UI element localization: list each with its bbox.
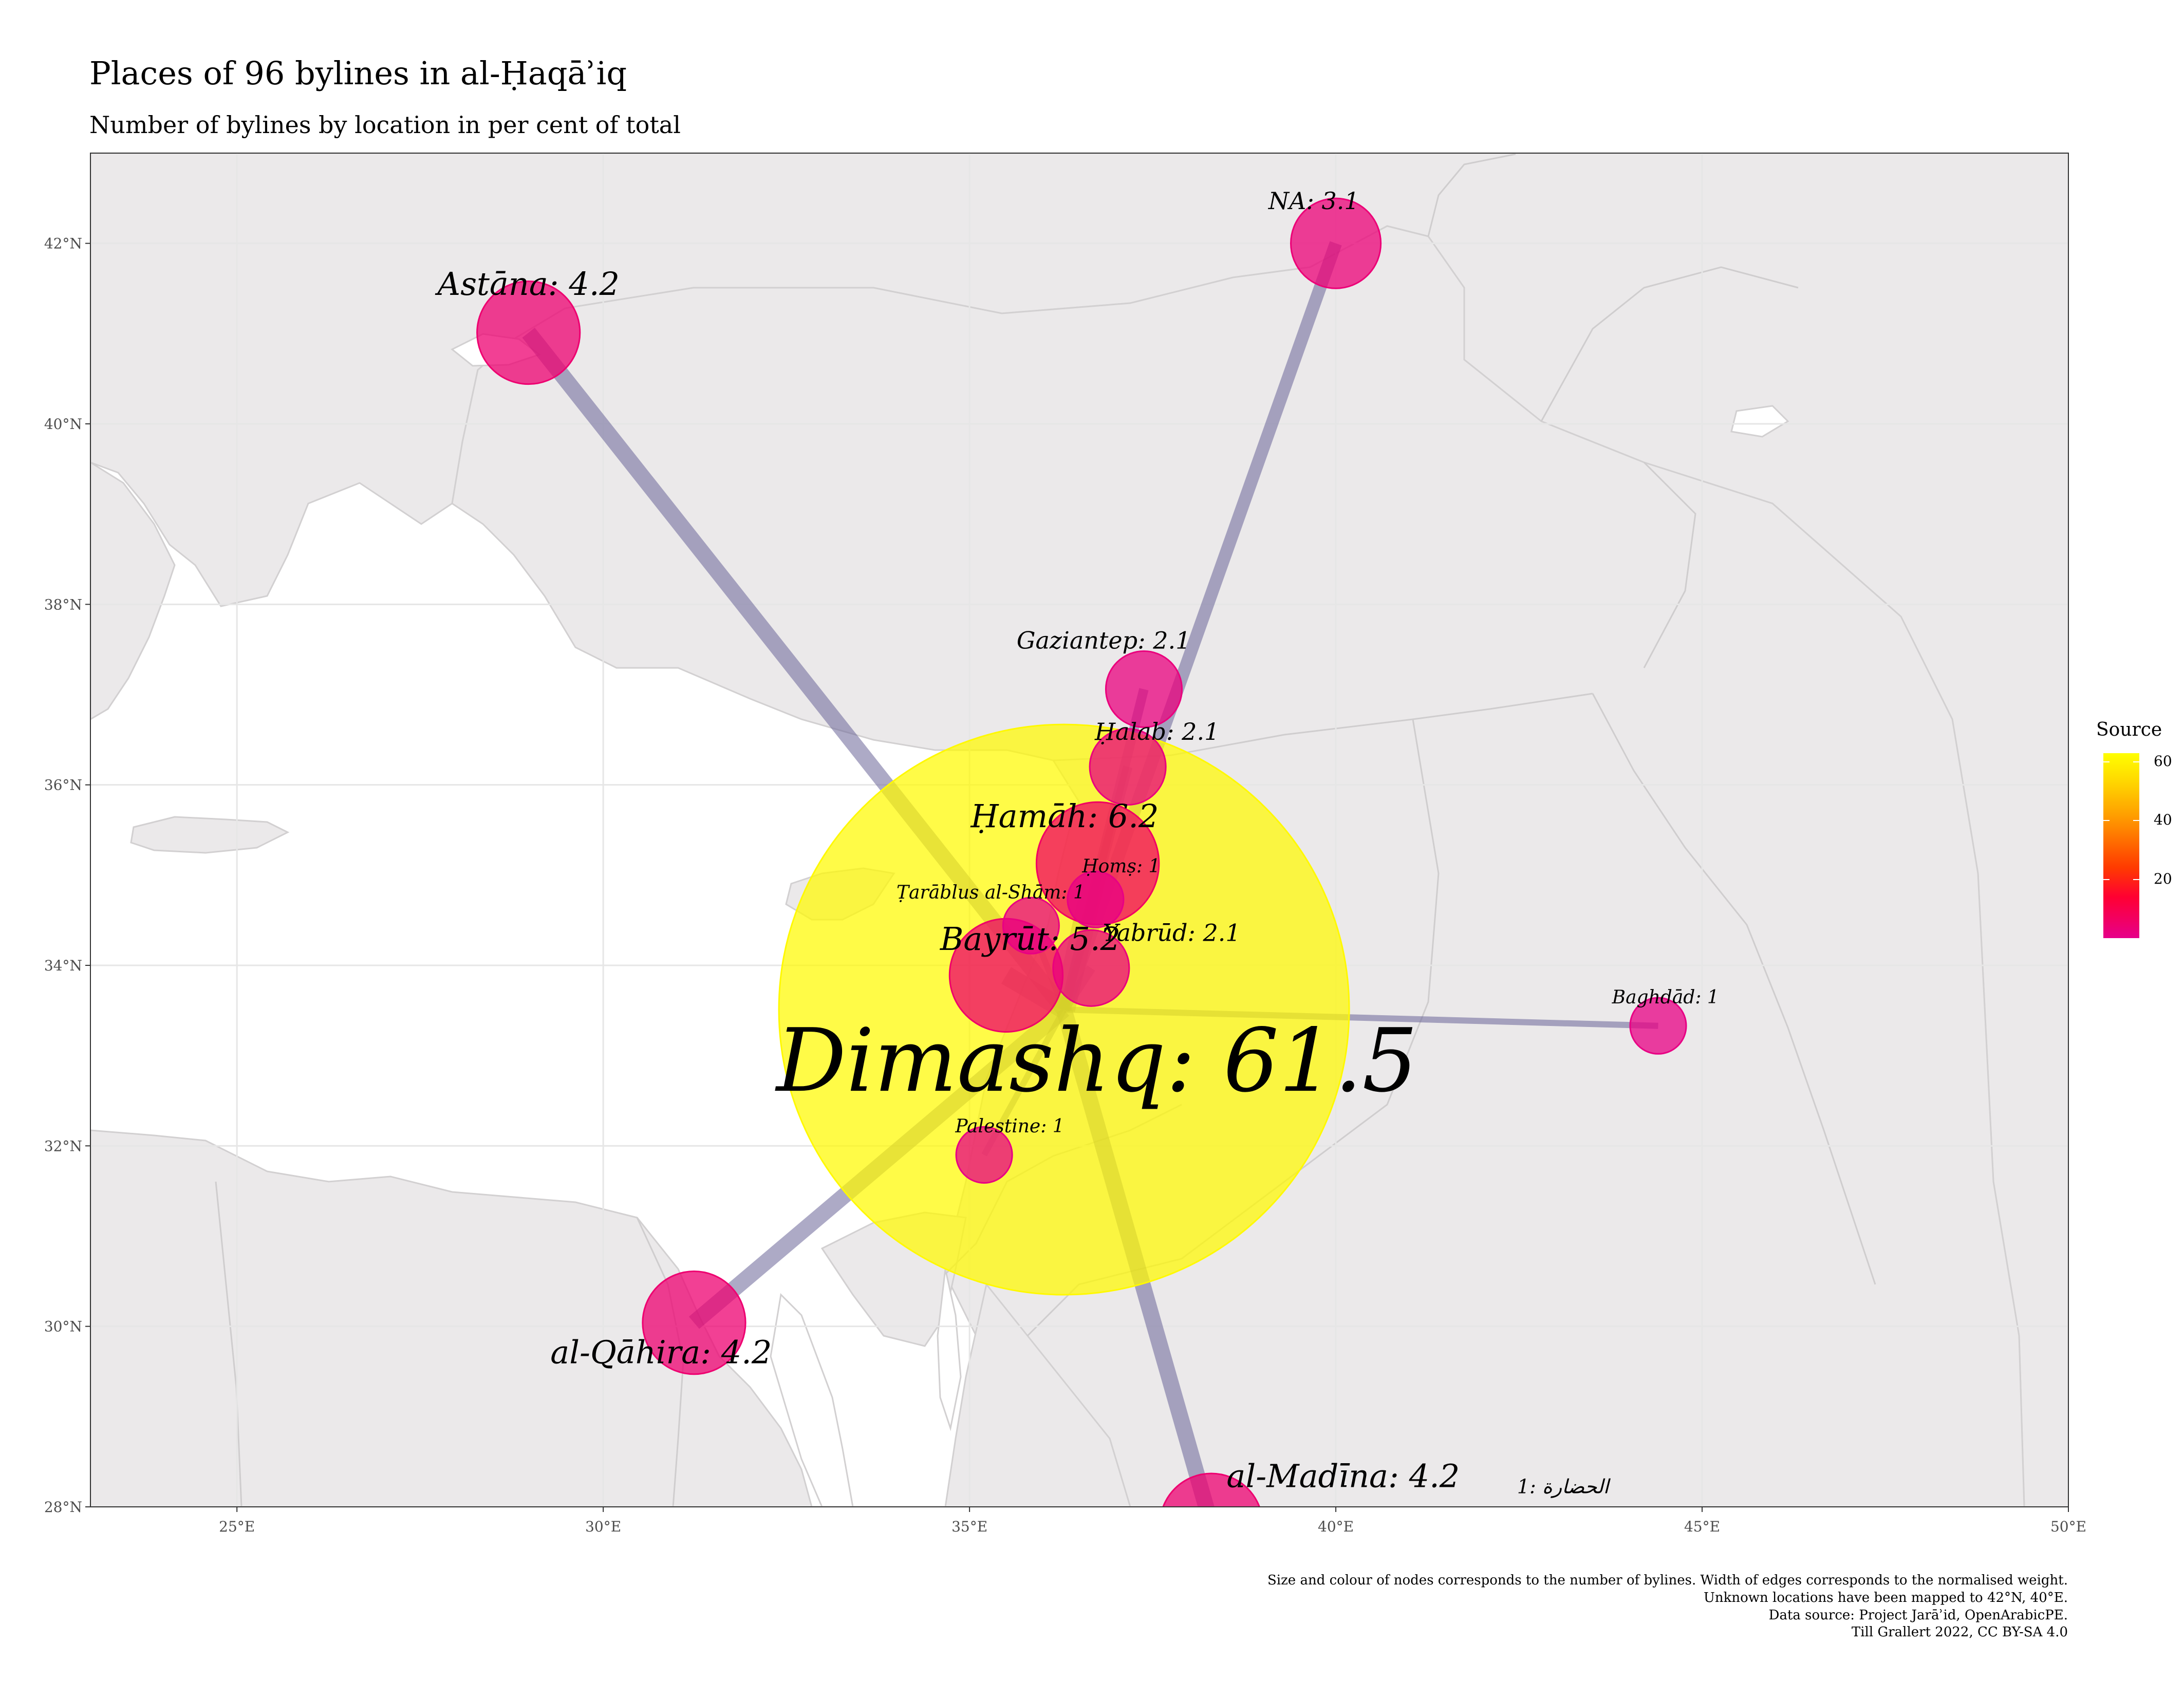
red-sea-gulf <box>770 1293 854 1507</box>
y-tick-label: 36°N <box>44 777 82 794</box>
x-tick-label: 40°E <box>1318 1518 1354 1535</box>
land-greece-balkans-south <box>90 461 176 720</box>
node-label: Ṭarāblus al-Shām: 1 <box>897 882 1085 903</box>
network-nodes <box>476 197 1687 1507</box>
caption-line: Till Grallert 2022, CC BY-SA 4.0 <box>1851 1625 2068 1640</box>
node-label: al-Madīna: 4.2 <box>1226 1457 1460 1495</box>
caption-line: Unknown locations have been mapped to 42… <box>1703 1590 2068 1605</box>
legend-colorbar <box>2103 753 2139 938</box>
land-arabia <box>944 1282 1131 1507</box>
node-label: Dimashq: 61.5 <box>775 1010 1418 1112</box>
land-crete <box>130 816 290 854</box>
x-tick-label: 50°E <box>2050 1518 2086 1535</box>
gulf-of-aqaba <box>937 1268 962 1431</box>
y-tick-label: 40°N <box>44 416 82 433</box>
y-tick-label: 32°N <box>44 1137 82 1154</box>
node-label: NA: 3.1 <box>1268 187 1359 215</box>
figure-caption: Size and colour of nodes corresponds to … <box>1267 1572 2068 1641</box>
x-tick-label: 30°E <box>585 1518 621 1535</box>
chart-title: Places of 96 bylines in al-Ḥaqāʾiq <box>89 54 627 92</box>
node-point <box>1105 650 1183 729</box>
caption-line: Data source: Project Jarāʾid, OpenArabic… <box>1768 1607 2068 1623</box>
extra-label: الحضارة :1 <box>1517 1476 1611 1499</box>
node-point <box>955 1126 1013 1184</box>
caption-line: Size and colour of nodes corresponds to … <box>1267 1573 2068 1588</box>
y-tick-label: 38°N <box>44 596 82 613</box>
map-panel-border <box>90 153 2069 1507</box>
legend-tick-label: 20 <box>2154 870 2172 887</box>
node-label: Astāna: 4.2 <box>435 265 620 303</box>
node-point <box>1290 197 1382 289</box>
node-point <box>642 1271 746 1375</box>
y-tick-label: 34°N <box>44 957 82 974</box>
legend-tick-label: 40 <box>2154 811 2172 829</box>
node-point <box>1162 1472 1260 1507</box>
chart-subtitle: Number of bylines by location in per cen… <box>89 111 681 139</box>
x-tick-label: 35°E <box>951 1518 987 1535</box>
node-label: Bayrūt: 5.2 <box>940 920 1121 958</box>
x-tick-label: 25°E <box>219 1518 255 1535</box>
legend-title: Source <box>2096 719 2162 740</box>
node-label: Palestine: 1 <box>955 1116 1064 1137</box>
node-point <box>1052 929 1130 1007</box>
map-axes: 25°E 30°E 35°E 40°E 45°E 50°E 28°N 30°N 32°N 34°N… <box>44 235 2086 1535</box>
node-point <box>1002 897 1060 955</box>
node-label: Gaziantep: 2.1 <box>1017 626 1191 654</box>
y-tick-label: 42°N <box>44 235 82 252</box>
node-point <box>1089 727 1167 806</box>
node-point <box>778 723 1350 1296</box>
x-tick-label: 45°E <box>1684 1518 1720 1535</box>
node-point <box>1067 870 1125 928</box>
node-label: al-Qāhira: 4.2 <box>550 1334 772 1371</box>
lake-van <box>1730 405 1789 438</box>
node-label: Baghdād: 1 <box>1612 987 1719 1008</box>
node-label: Ḥomṣ: 1 <box>1081 856 1160 877</box>
y-tick-label: 30°N <box>44 1318 82 1335</box>
node-label: Ḥalab: 2.1 <box>1094 718 1219 745</box>
legend-tick-label: 60 <box>2154 753 2172 770</box>
color-legend: Source 60 40 20 <box>2096 719 2172 938</box>
node-labels: Dimashq: 61.5 Astāna: 4.2 NA: 3.1 Gaziantep… <box>435 187 1719 1499</box>
node-point <box>476 280 581 385</box>
node-point <box>1629 997 1687 1055</box>
node-label: Yabrūd: 2.1 <box>1103 919 1241 947</box>
y-tick-label: 28°N <box>44 1499 82 1516</box>
node-label: Ḥamāh: 6.2 <box>970 797 1159 835</box>
